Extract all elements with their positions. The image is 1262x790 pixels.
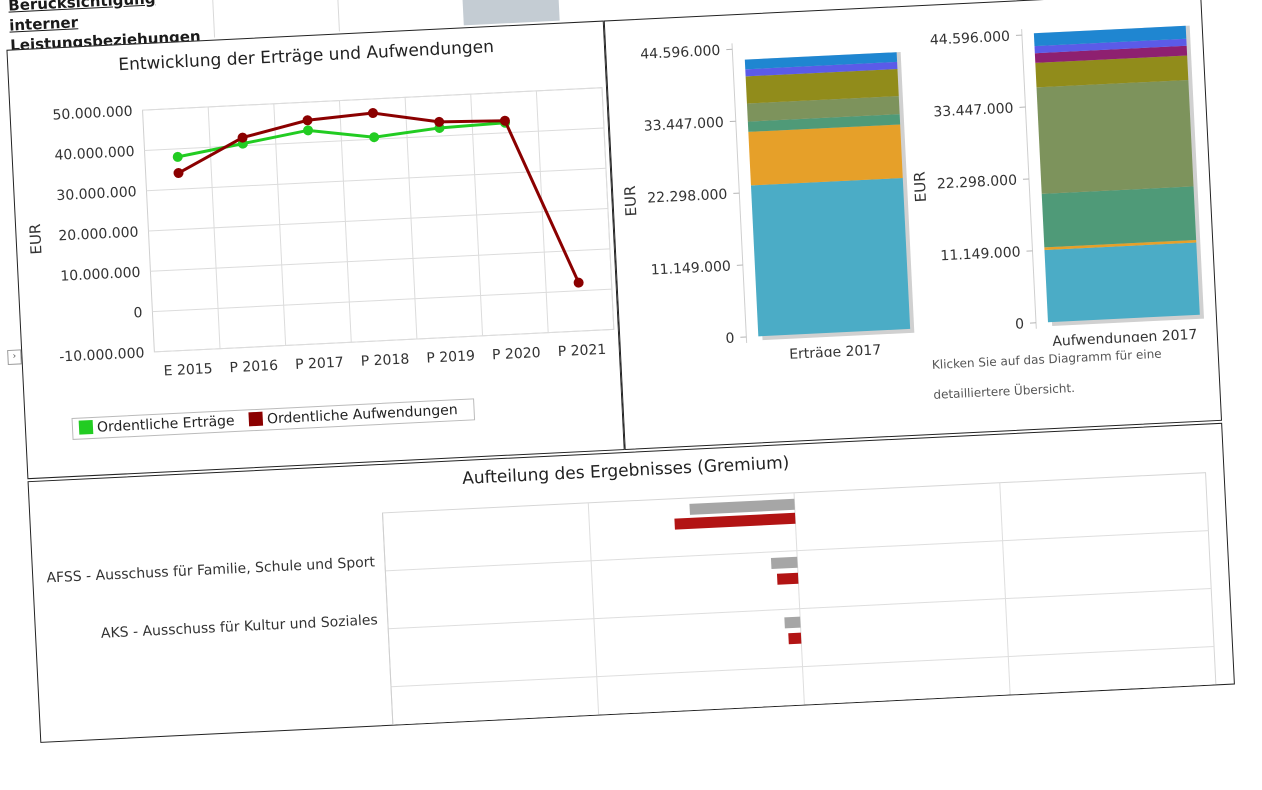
y-tick-label: -10.000.000 <box>59 345 145 365</box>
chevron-right-icon[interactable]: › <box>7 349 22 365</box>
y-axis-label: EUR <box>26 223 45 255</box>
category-label: AKS - Ausschuss für Kultur und Soziales <box>101 612 379 642</box>
x-tick-label: P 2016 <box>229 358 278 376</box>
gremium-bar-panel[interactable]: Aufteilung des Ergebnisses (Gremium) AFS… <box>28 423 1235 743</box>
y-axis-label: EUR <box>621 185 640 217</box>
y-tick-label: 44.596.000 <box>930 29 1011 49</box>
x-tick-label: P 2018 <box>360 351 409 369</box>
legend-swatch-darkred <box>249 412 264 427</box>
line-chart[interactable]: 50.000.000 40.000.000 30.000.000 20.000.000… <box>9 52 621 421</box>
stacked-charts-panel[interactable]: 44.596.000 33.447.000 22.298.000 11.149.000… <box>604 0 1222 450</box>
y-tick-label: 40.000.000 <box>54 144 135 164</box>
ertraege-stacked-chart[interactable]: 44.596.000 33.447.000 22.298.000 11.149.000… <box>605 13 921 367</box>
category-label: Erträge 2017 <box>789 342 882 362</box>
stack-segment <box>748 124 902 185</box>
result-bar <box>788 633 801 645</box>
y-axis-label: EUR <box>910 171 929 203</box>
x-tick-label: P 2020 <box>492 345 541 363</box>
aufwendungen-stacked-chart[interactable]: 44.596.000 33.447.000 22.298.000 11.149.000… <box>901 0 1217 353</box>
y-tick-label: 11.149.000 <box>650 259 731 279</box>
y-tick-label: 33.447.000 <box>643 115 724 135</box>
legend-item-ertraege[interactable]: Ordentliche Erträge <box>79 413 240 437</box>
y-tick-label: 10.000.000 <box>60 265 141 285</box>
line-chart-panel[interactable]: Entwicklung der Erträge und Aufwendungen… <box>6 21 624 480</box>
result-bar <box>771 557 798 569</box>
x-tick-label: P 2021 <box>557 342 606 360</box>
stack-segment <box>1042 186 1196 247</box>
y-tick-label: 22.298.000 <box>647 187 728 207</box>
x-tick-label: E 2015 <box>163 361 213 379</box>
category-label: AFSS - Ausschuss für Familie, Schule und… <box>46 554 376 586</box>
y-tick-label: 0 <box>1015 316 1025 332</box>
y-tick-label: 22.298.000 <box>937 173 1018 193</box>
cell-divider <box>211 0 215 38</box>
result-bar <box>777 573 799 585</box>
y-tick-label: 44.596.000 <box>640 43 721 63</box>
y-tick-label: 0 <box>725 331 735 347</box>
x-tick-label: P 2019 <box>426 348 475 366</box>
legend-swatch-green <box>79 420 94 435</box>
y-tick-label: 30.000.000 <box>56 184 137 204</box>
y-tick-label: 33.447.000 <box>933 101 1014 121</box>
y-tick-label: 0 <box>133 305 143 321</box>
gray-cell <box>461 0 560 25</box>
cell-divider <box>336 0 340 31</box>
x-tick-label: P 2017 <box>295 355 344 373</box>
y-tick-label: 11.149.000 <box>940 244 1021 264</box>
stack-segment <box>751 178 910 336</box>
y-tick-label: 20.000.000 <box>58 225 139 245</box>
stack-segment <box>1044 243 1199 323</box>
chart-hint: Klicken Sie auf das Diagramm für eine de… <box>931 339 1164 410</box>
legend-label-ertraege: Ordentliche Erträge <box>97 413 235 436</box>
y-tick-label: 50.000.000 <box>52 104 133 124</box>
stack-segment <box>1037 80 1194 194</box>
